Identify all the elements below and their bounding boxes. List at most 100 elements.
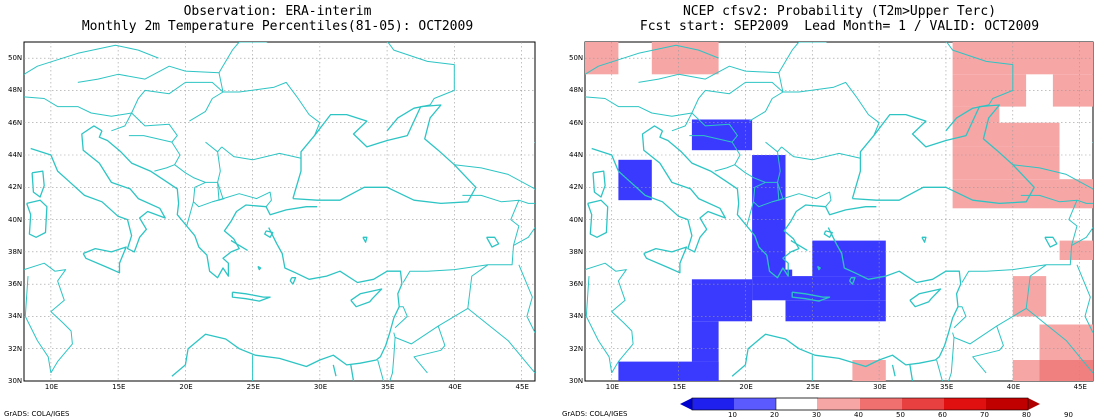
country-border <box>1071 227 1093 246</box>
country-border <box>691 112 784 227</box>
coastline <box>332 364 337 377</box>
country-border <box>128 135 173 143</box>
country-border <box>752 181 766 202</box>
coastline <box>945 104 989 132</box>
colorbar-label: 30 <box>812 411 821 419</box>
country-border <box>1025 308 1093 374</box>
probability-cell <box>852 360 886 381</box>
coastline <box>791 291 831 302</box>
country-border <box>782 81 880 136</box>
lon-tick-label: 45E <box>1073 383 1087 391</box>
left-title-line2: Monthly 2m Temperature Percentiles(81-05… <box>81 19 474 34</box>
country-border <box>953 306 967 329</box>
coastline <box>643 246 688 274</box>
lon-tick-label: 45E <box>515 383 529 391</box>
right-title-line1: NCEP cfsv2: Probability (T2m>Upper Terc) <box>682 4 997 19</box>
left-gridlines <box>24 42 535 381</box>
lon-tick-label: 10E <box>44 383 59 391</box>
lat-tick-label: 48N <box>8 86 23 95</box>
probability-cell <box>618 159 652 201</box>
coastline <box>31 170 45 198</box>
probability-cell <box>618 361 719 381</box>
colorbar-bin <box>902 398 944 410</box>
country-border <box>389 332 396 381</box>
lon-tick-label: 25E <box>806 383 820 391</box>
coastline <box>849 277 856 285</box>
probability-cell <box>785 300 886 322</box>
country-border <box>749 91 784 122</box>
lat-tick-label: 50N <box>8 54 23 63</box>
lat-tick-label: 48N <box>569 86 584 95</box>
country-border <box>513 227 535 246</box>
lon-tick-label: 30E <box>873 383 887 391</box>
lat-tick-label: 46N <box>8 118 23 127</box>
country-border <box>154 164 175 172</box>
coastline <box>362 236 368 243</box>
probability-cell <box>1039 324 1093 365</box>
colorbar-bin <box>775 397 819 411</box>
probability-cell <box>952 122 1060 147</box>
lon-tick-label: 30E <box>313 383 328 391</box>
country-border <box>205 141 221 183</box>
country-border <box>212 198 225 203</box>
colorbar-label: 10 <box>728 411 737 419</box>
coastline <box>98 130 318 279</box>
country-border <box>777 146 782 153</box>
coastline <box>790 240 808 251</box>
lon-tick-label: 15E <box>112 383 126 391</box>
lat-tick-label: 46N <box>569 118 584 127</box>
country-border <box>239 42 455 106</box>
country-border <box>77 42 240 83</box>
country-border <box>217 146 223 153</box>
right-credit: GrADS: COLA/IGES <box>562 410 628 418</box>
coastline <box>823 230 833 238</box>
lat-tick-label: 44N <box>569 151 584 159</box>
lat-tick-label: 38N <box>569 247 584 256</box>
probability-cell <box>691 119 753 151</box>
coastline <box>587 199 609 238</box>
country-border <box>948 332 955 381</box>
country-border <box>394 306 408 329</box>
coastline <box>816 265 821 271</box>
colorbar-label: 90 <box>1064 411 1073 419</box>
country-border <box>714 164 735 172</box>
country-border <box>585 72 784 117</box>
lon-tick-label: 35E <box>939 383 954 391</box>
country-border <box>221 146 302 161</box>
left-credit: GrADS: COLA/IGES <box>4 410 70 418</box>
probability-cell <box>1039 360 1093 381</box>
lat-tick-label: 30N <box>8 377 23 385</box>
country-border <box>24 72 224 117</box>
colorbar-bin <box>944 398 986 410</box>
coastline <box>350 288 383 308</box>
coastline <box>592 170 606 198</box>
country-border <box>413 325 446 374</box>
coastline <box>731 227 962 377</box>
lat-tick-label: 50N <box>569 54 584 63</box>
country-border <box>638 42 800 83</box>
country-border <box>781 146 861 161</box>
lat-tick-label: 42N <box>569 183 584 192</box>
coastline <box>264 230 274 238</box>
colorbar-label: 20 <box>770 411 779 419</box>
coastline <box>292 104 477 205</box>
country-border <box>24 262 73 374</box>
left-coastlines <box>24 42 535 381</box>
probability-cell <box>691 321 719 362</box>
coastline <box>289 277 297 285</box>
lat-tick-label: 32N <box>569 344 584 353</box>
lat-tick-label: 40N <box>8 215 23 224</box>
lat-tick-label: 34N <box>8 312 23 321</box>
country-border <box>518 199 535 204</box>
country-border <box>671 112 693 132</box>
coastline <box>486 236 500 248</box>
country-border <box>1076 264 1093 333</box>
country-border <box>953 264 1047 345</box>
coastline <box>171 227 403 377</box>
coastline <box>257 265 262 271</box>
coastline <box>30 125 166 253</box>
country-border <box>689 135 733 143</box>
lat-tick-label: 36N <box>8 280 23 289</box>
probability-cells <box>585 42 1093 381</box>
